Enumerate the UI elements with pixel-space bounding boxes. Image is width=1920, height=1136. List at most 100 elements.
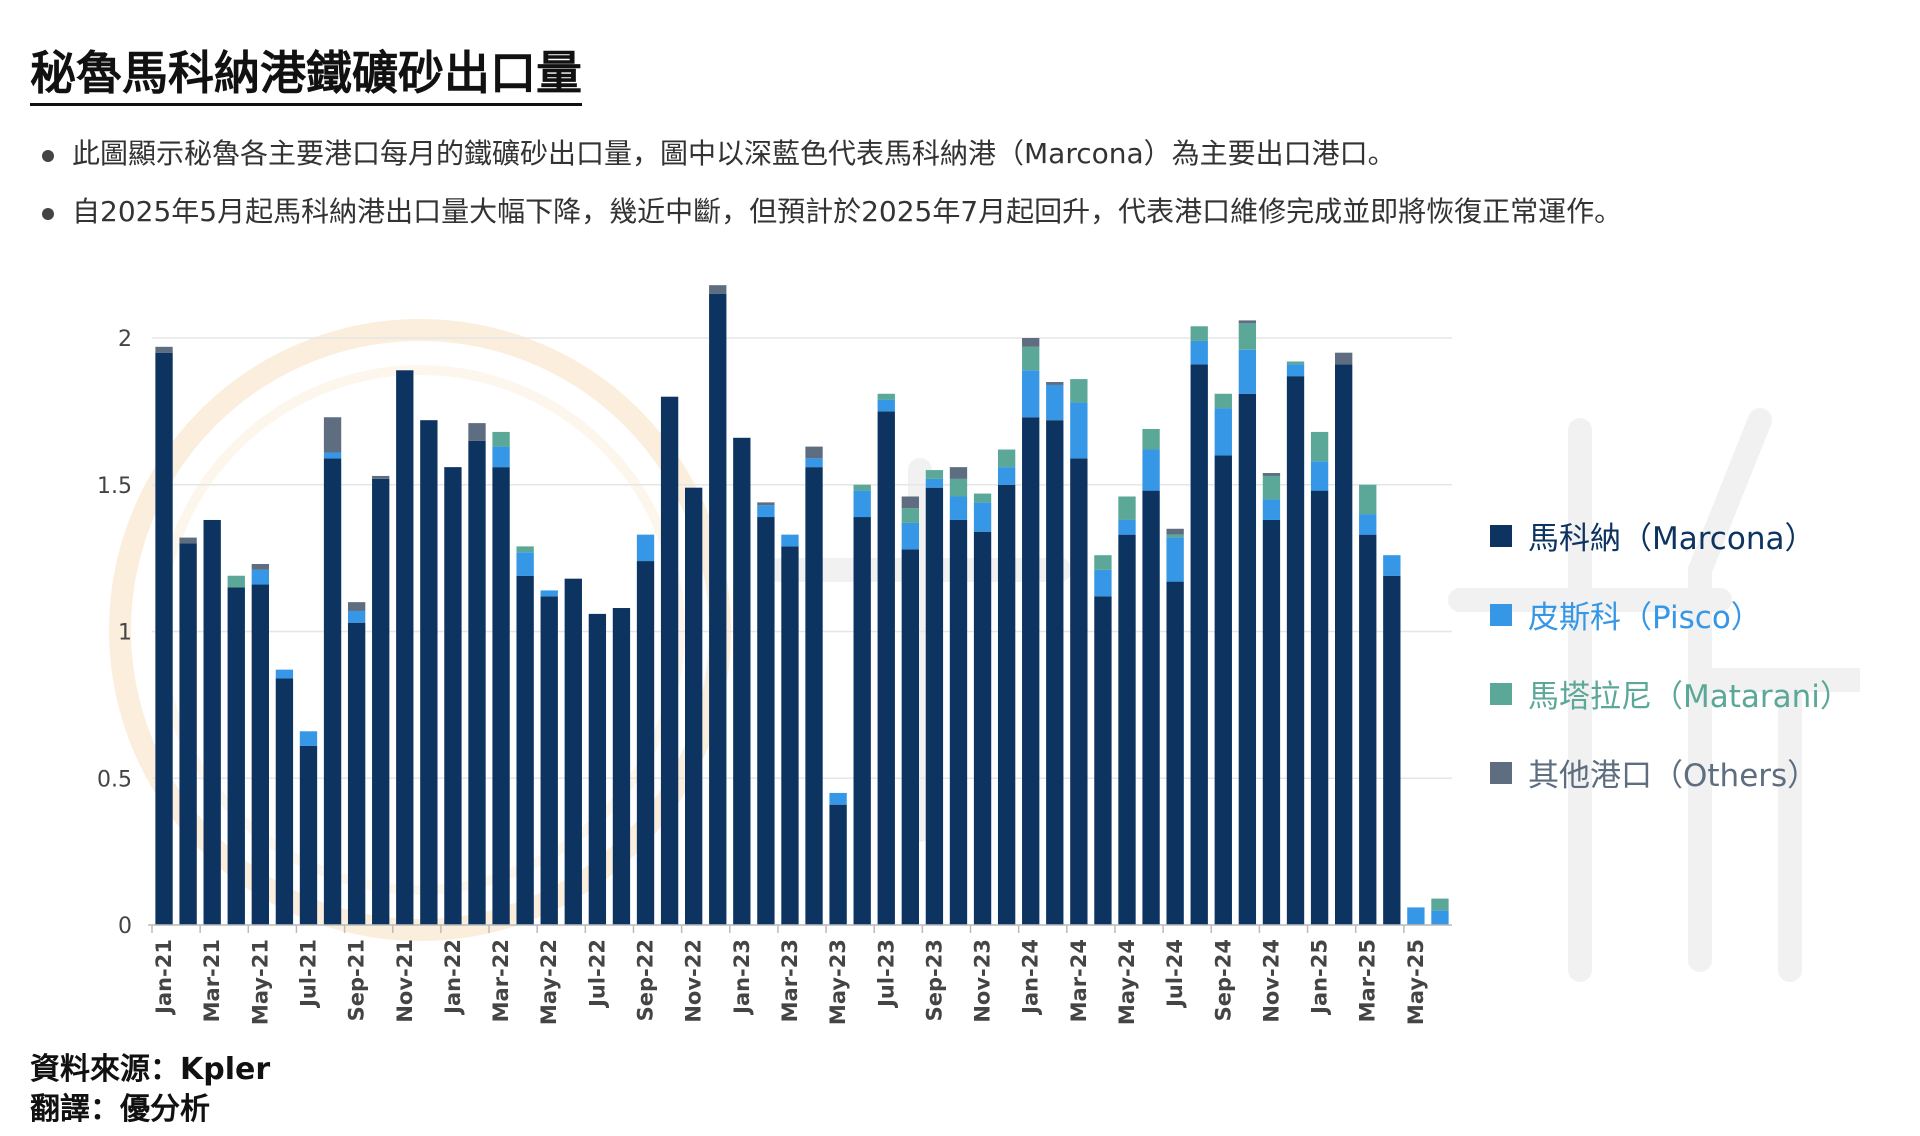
chart-legend: 馬科納（Marcona） 皮斯科（Pisco） 馬塔拉尼（Matarani） 其… (1490, 496, 1851, 812)
legend-item-matarani: 馬塔拉尼（Matarani） (1490, 654, 1851, 733)
bar-segment (275, 669, 294, 679)
legend-swatch (1490, 761, 1512, 784)
x-tick-label: Jul-23 (874, 939, 898, 1009)
bar-segment (997, 467, 1016, 485)
bar-segment (1022, 346, 1040, 371)
bar-segment (588, 613, 607, 925)
bar-segment (1214, 408, 1232, 456)
description-list: 此圖顯示秘魯各主要港口每月的鐵礦砂出口量，圖中以深藍色代表馬科納港（Marcon… (38, 134, 1622, 250)
bar-segment (323, 458, 342, 925)
bar-segment (251, 563, 269, 570)
bar-segment (1070, 458, 1088, 925)
bullet-icon (42, 150, 54, 162)
bar-segment (444, 467, 462, 925)
bar-segment (949, 478, 968, 497)
x-tick-label: May-25 (1404, 939, 1428, 1025)
bar-segment (1094, 596, 1112, 925)
bar-segment (1359, 514, 1377, 535)
x-tick-label: Sep-21 (345, 939, 369, 1021)
bar-segment (1286, 364, 1305, 377)
bar-segment (949, 496, 968, 520)
bar-segment (492, 446, 510, 468)
y-tick-label: 1 (118, 621, 132, 646)
x-tick-label: Sep-22 (634, 939, 658, 1021)
x-tick-label: May-22 (537, 939, 561, 1025)
x-tick-label: Jan-25 (1308, 939, 1332, 1016)
bar-segment (420, 420, 438, 925)
bar-segment (1142, 428, 1160, 450)
bar-segment (1262, 499, 1281, 520)
bar-segment (805, 446, 823, 459)
x-tick-label: Jul-21 (296, 939, 320, 1009)
bar-segment (323, 452, 342, 459)
legend-item-pisco: 皮斯科（Pisco） (1490, 575, 1851, 654)
footer: 資料來源：Kpler 翻譯：優分析 (30, 1050, 270, 1130)
bar-segment (1094, 555, 1112, 570)
description-item: 自2025年5月起馬科納港出口量大幅下降，幾近中斷，但預計於2025年7月起回升… (38, 192, 1622, 232)
bar-segment (516, 552, 534, 576)
bar-segment (949, 467, 968, 479)
bar-segment (1046, 382, 1064, 385)
bar-segment (564, 578, 582, 925)
bar-segment (1166, 534, 1184, 538)
page-title: 秘魯馬科納港鐵礦砂出口量 (30, 46, 582, 107)
bar-segment (1262, 473, 1281, 476)
x-tick-label: Sep-24 (1211, 939, 1235, 1021)
bar-segment (1310, 461, 1329, 491)
bar-segment (1166, 537, 1184, 582)
legend-swatch (1490, 682, 1512, 705)
bar-segment (925, 478, 944, 488)
legend-item-marcona: 馬科納（Marcona） (1490, 496, 1851, 575)
bar-segment (251, 569, 269, 585)
bar-segment (1383, 575, 1401, 925)
bar-segment (853, 490, 871, 518)
bar-segment (1238, 349, 1257, 394)
bar-segment (973, 531, 992, 925)
x-tick-label: Mar-24 (1067, 939, 1091, 1022)
bar-segment (468, 440, 486, 925)
bar-segment (1238, 393, 1257, 925)
bar-segment (227, 587, 245, 925)
bar-segment (1070, 379, 1088, 403)
bar-segment (1431, 910, 1449, 925)
bar-segment (1286, 361, 1305, 365)
bar-segment (973, 493, 992, 503)
x-tick-label: Jan-24 (1019, 939, 1043, 1016)
bar-segment (829, 804, 847, 925)
bar-segment (1335, 352, 1353, 365)
bar-segment (1238, 320, 1257, 324)
bar-segment (1214, 455, 1232, 925)
bar-segment (179, 537, 197, 544)
bar-segment (853, 517, 871, 925)
bar-segment (636, 534, 655, 562)
y-tick-label: 1.5 (97, 474, 132, 499)
bar-segment (1142, 490, 1160, 925)
bar-segment (709, 293, 727, 926)
bar-segment (1022, 338, 1040, 347)
bar-segment (179, 543, 197, 925)
bar-segment (973, 502, 992, 532)
bar-segment (1046, 420, 1064, 925)
bar-segment (781, 534, 799, 547)
source-note: 資料來源：Kpler (30, 1052, 271, 1087)
bar-segment (877, 411, 895, 925)
bar-segment (925, 487, 944, 925)
bar-segment (540, 590, 558, 597)
bar-segment (1335, 364, 1353, 925)
stacked-bar-chart: 0 0.5 1 1.5 2 Jan-21 Mar-21 May-21 Jul-21 Sep-21 N… (97, 285, 1452, 1025)
bar-segment (468, 423, 486, 441)
x-tick-label: May-21 (248, 939, 272, 1025)
bar-segment (372, 478, 390, 925)
bar-segment (636, 561, 655, 925)
x-tick-label: Nov-22 (682, 939, 706, 1023)
legend-label: 馬塔拉尼（Matarani） (1528, 679, 1851, 715)
bar-segment (1022, 370, 1040, 418)
bar-segment (155, 352, 173, 925)
bar-segment (1431, 898, 1449, 911)
bar-segment (901, 508, 919, 523)
bar-segment (901, 496, 919, 509)
x-tick-label: Jan-22 (441, 939, 465, 1016)
bar-segment (877, 399, 895, 412)
bar-segment (516, 575, 534, 925)
bar-segment (251, 584, 269, 925)
